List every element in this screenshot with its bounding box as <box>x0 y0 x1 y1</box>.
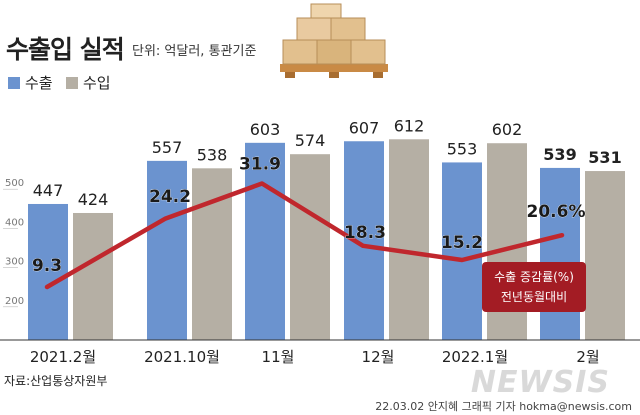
export-value-label: 603 <box>250 120 281 139</box>
export-bar <box>540 167 580 340</box>
x-category-label: 2021.2월 <box>30 348 96 366</box>
export-bar <box>245 142 285 340</box>
import-value-label: 602 <box>492 120 523 139</box>
import-value-label: 612 <box>394 116 425 135</box>
source-note: 자료:산업통상자원부 <box>4 374 108 388</box>
import-value-label: 531 <box>588 148 621 167</box>
legend-export-label: 수출 <box>25 74 53 92</box>
import-bar <box>389 139 429 340</box>
import-bar <box>290 154 330 340</box>
chart-title: 수출입 실적 <box>6 35 125 64</box>
growth-value-label: 18.3 <box>344 223 386 243</box>
import-bar <box>585 171 625 340</box>
export-value-label: 553 <box>447 139 478 158</box>
watermark-logo: NEWSIS <box>470 365 610 400</box>
export-value-label: 607 <box>349 118 380 137</box>
legend-export: 수출 <box>8 72 53 93</box>
export-bar <box>147 160 187 340</box>
byline: 22.03.02 안지혜 그래픽 기자 hokma@newsis.com <box>375 400 632 413</box>
legend-import-swatch <box>66 76 78 89</box>
growth-label-line2: 전년동월대비 <box>501 290 567 304</box>
growth-label-line1: 수출 증감률(%) <box>494 270 574 284</box>
y-tick-label: 500 <box>5 178 24 189</box>
y-tick-label: 400 <box>5 217 24 228</box>
unit-note: 단위: 억달러, 통관기준 <box>132 44 257 59</box>
import-value-label: 538 <box>197 145 228 164</box>
import-value-label: 424 <box>78 190 109 209</box>
export-value-label: 557 <box>152 138 183 157</box>
y-tick-label: 200 <box>5 296 24 307</box>
export-bar <box>28 203 68 340</box>
growth-value-label: 31.9 <box>239 154 281 174</box>
growth-value-label: 24.2 <box>149 187 191 207</box>
legend-import: 수입 <box>66 72 111 93</box>
import-bar <box>192 168 232 340</box>
legend-export-swatch <box>8 76 20 89</box>
export-value-label: 539 <box>543 145 576 164</box>
x-category-label: 12월 <box>362 348 395 366</box>
import-value-label: 574 <box>295 131 326 150</box>
x-category-label: 2021.10월 <box>144 348 220 366</box>
export-value-label: 447 <box>33 181 64 200</box>
import-bar <box>73 212 113 340</box>
box-pallet-illustration <box>280 3 388 78</box>
legend-import-label: 수입 <box>83 74 111 92</box>
x-category-label: 2022.1월 <box>442 348 508 366</box>
growth-value-label: 9.3 <box>32 256 62 276</box>
growth-value-label: 15.2 <box>441 233 483 253</box>
export-bar <box>442 162 482 340</box>
x-category-label: 2월 <box>576 348 599 366</box>
y-tick-label: 300 <box>5 257 24 268</box>
x-category-label: 11월 <box>262 348 295 366</box>
growth-line <box>44 181 565 290</box>
growth-value-label: 20.6% <box>527 202 586 222</box>
growth-label-box <box>482 262 586 312</box>
